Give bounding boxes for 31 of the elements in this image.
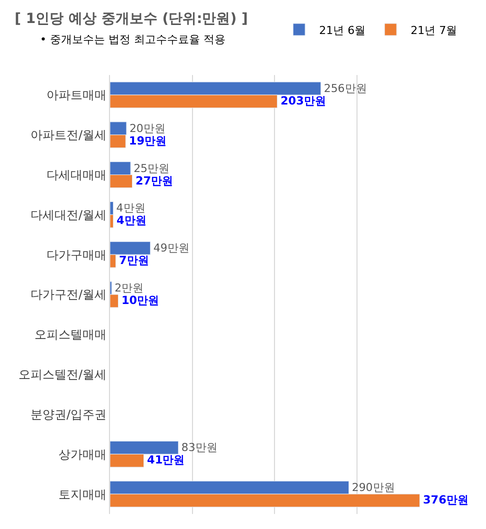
data-label: 19만원 [128, 134, 167, 148]
y-tick-label: 다가구매매 [46, 248, 107, 262]
y-tick-label: 아파트전/월세 [30, 128, 107, 142]
data-label: 4만원 [116, 202, 146, 215]
data-label: 203만원 [280, 94, 326, 108]
y-tick-label: 다세대매매 [46, 168, 107, 182]
data-label: 20만원 [129, 122, 166, 135]
data-label: 25만원 [134, 162, 170, 175]
data-label: 10만원 [121, 294, 160, 308]
y-tick-label: 다가구전/월세 [30, 288, 107, 302]
data-label: 256만원 [324, 82, 367, 95]
y-tick-label: 상가매매 [58, 447, 107, 462]
y-tick-label: 오피스텔전/월세 [18, 368, 107, 382]
y-tick-label: 오피스텔매매 [34, 328, 107, 342]
data-label: 376만원 [422, 494, 468, 507]
data-label: 41만원 [147, 454, 185, 467]
legend-label: 21년 6월 [319, 24, 366, 37]
data-label: 49만원 [153, 242, 190, 255]
data-label: 2만원 [114, 282, 144, 295]
data-label: 4만원 [116, 214, 146, 228]
data-label: 83만원 [181, 441, 218, 454]
y-tick-label: 다세대전/월세 [30, 208, 107, 222]
data-label: 7만원 [119, 254, 149, 268]
legend-label: 21년 7월 [410, 24, 458, 37]
data-label: 27만원 [135, 174, 174, 188]
data-label: 290만원 [352, 481, 395, 494]
y-tick-label: 아파트매매 [46, 88, 107, 102]
chart-title: [ 1인당 예상 중개보수 (단위:만원) ] [14, 11, 248, 28]
y-tick-label: 분양권/입주권 [30, 407, 107, 422]
text: • 중개보수는 법정 최고수수료율 적용 [40, 33, 226, 46]
y-tick-label: 토지매매 [58, 487, 107, 502]
